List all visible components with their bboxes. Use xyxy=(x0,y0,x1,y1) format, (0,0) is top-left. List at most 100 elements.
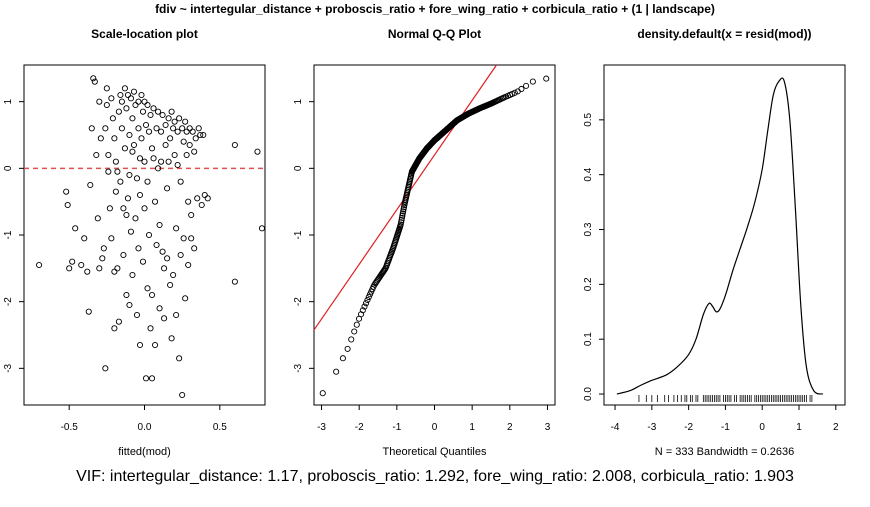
normal-qq-panel: Normal Q-Q Plot Theoretical Quantiles -3… xyxy=(293,27,556,458)
scatter-point xyxy=(115,108,122,115)
scatter-point xyxy=(147,325,154,332)
scatter-point xyxy=(150,155,157,162)
scatter-point xyxy=(117,178,124,185)
scatter-point xyxy=(151,341,159,349)
scatter-point xyxy=(87,181,94,189)
scatter-point xyxy=(129,148,136,155)
scatter-point xyxy=(135,125,142,132)
scatter-point xyxy=(156,305,163,312)
scatter-point xyxy=(109,115,116,122)
scatter-point xyxy=(120,205,127,212)
scatter-point xyxy=(66,265,73,272)
scatter-point xyxy=(179,391,186,399)
x-tick-label: -2 xyxy=(684,422,693,433)
scatter-point xyxy=(124,91,131,99)
scatter-point xyxy=(155,108,162,115)
qq-point xyxy=(353,321,360,328)
scatter-point xyxy=(102,125,109,132)
x-tick-label: 0 xyxy=(759,422,765,433)
scatter-point xyxy=(108,235,115,242)
scatter-point xyxy=(141,205,148,212)
scatter-point xyxy=(121,145,128,152)
scatter-point xyxy=(84,268,91,275)
scatter-point xyxy=(185,261,192,269)
scatter-point xyxy=(176,355,183,362)
qq-point xyxy=(529,78,536,85)
scatter-point xyxy=(151,198,159,205)
scatter-point xyxy=(105,151,112,159)
scatter-point xyxy=(186,125,193,132)
scatter-point xyxy=(138,91,145,99)
x-tick-label: -3 xyxy=(647,422,656,433)
scatter-point xyxy=(111,268,118,275)
scatter-point xyxy=(161,315,168,322)
density-y-axis: 0.0 0.1 0.2 0.3 0.4 0.5 xyxy=(583,112,604,401)
scatter-point xyxy=(150,105,157,112)
scatter-point xyxy=(162,121,169,129)
qq-point xyxy=(365,293,372,301)
normal-qq-x-axis: -3 -2 -1 0 1 2 3 xyxy=(317,405,551,433)
scatter-point xyxy=(191,245,198,252)
y-tick-label: 0.4 xyxy=(583,167,594,181)
scatter-point xyxy=(185,198,192,205)
scatter-point xyxy=(164,255,171,262)
scatter-point xyxy=(126,171,133,179)
normal-qq-y-axis: -3 -2 -1 0 1 xyxy=(293,98,314,373)
scatter-point xyxy=(105,168,112,175)
x-tick-label: 3 xyxy=(545,422,551,433)
scatter-point xyxy=(111,325,118,332)
density-title: density.default(x = resid(mod)) xyxy=(637,27,811,41)
scatter-point xyxy=(158,128,165,135)
qq-point xyxy=(400,208,407,215)
qq-point xyxy=(344,345,351,352)
scatter-point xyxy=(136,155,144,162)
scatter-point xyxy=(88,125,95,132)
qq-point xyxy=(398,214,406,221)
qq-point xyxy=(359,307,366,314)
y-tick-label: -2 xyxy=(3,297,14,306)
scatter-point xyxy=(177,251,184,259)
scatter-point xyxy=(161,265,168,272)
scatter-point xyxy=(148,145,156,152)
scatter-point xyxy=(81,235,88,242)
scatter-point xyxy=(182,118,189,125)
x-tick-label: 1 xyxy=(796,422,802,433)
scatter-point xyxy=(144,101,151,109)
scatter-point xyxy=(112,188,119,195)
x-tick-label: 0.0 xyxy=(138,422,152,433)
scatter-point xyxy=(155,165,162,172)
scatter-point xyxy=(139,108,147,115)
qq-point xyxy=(397,221,404,228)
scatter-point xyxy=(91,78,98,85)
scatter-point xyxy=(167,281,174,289)
scatter-point xyxy=(168,108,175,115)
scatter-point xyxy=(123,291,130,299)
x-tick-label: 0 xyxy=(432,422,438,433)
scatter-point xyxy=(90,75,97,82)
scatter-point xyxy=(64,201,71,209)
scatter-point xyxy=(158,158,165,165)
figure-main-title: fdiv ~ intertegular_distance + proboscis… xyxy=(155,2,715,16)
scatter-point xyxy=(180,235,187,242)
scatter-point xyxy=(186,141,193,149)
scatter-point xyxy=(183,151,190,159)
y-tick-label: -1 xyxy=(3,230,14,239)
scatter-point xyxy=(153,125,160,132)
qq-point xyxy=(399,210,406,217)
scatter-point xyxy=(103,85,110,92)
scale-location-x-axis: -0.5 0.0 0.5 xyxy=(61,405,227,433)
scatter-point xyxy=(130,88,138,95)
scale-location-y-axis: -3 -2 -1 0 1 xyxy=(3,98,24,373)
scatter-point xyxy=(121,85,128,92)
scatter-point xyxy=(145,128,153,135)
scatter-point xyxy=(165,158,172,165)
scatter-point xyxy=(135,245,142,252)
scatter-point xyxy=(192,135,199,142)
scatter-point xyxy=(194,195,201,202)
scatter-point xyxy=(159,111,166,119)
scatter-point xyxy=(129,115,136,122)
scatter-point xyxy=(156,221,163,229)
scatter-point xyxy=(231,141,238,149)
qq-point xyxy=(518,85,525,93)
